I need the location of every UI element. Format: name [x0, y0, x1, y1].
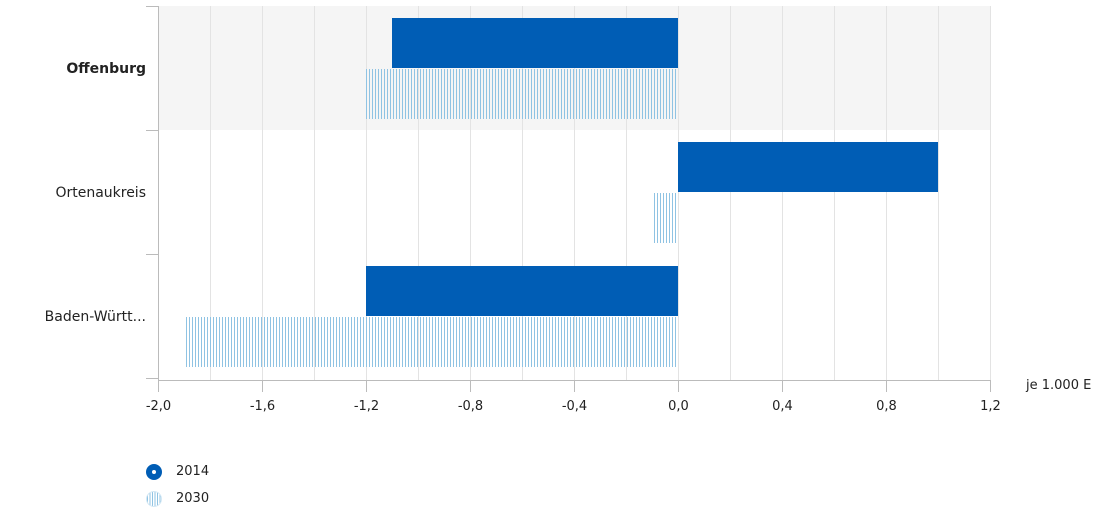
x-tick-label: 0,4	[772, 399, 793, 414]
x-tick-label: 0,0	[668, 399, 689, 414]
legend-label-2030: 2030	[176, 491, 210, 506]
legend-swatch-2030-icon	[146, 490, 162, 507]
x-tick-label: 0,8	[876, 399, 897, 414]
category-label-2: Ortenaukreis	[55, 185, 146, 201]
legend-item-2030[interactable]: 2030	[146, 485, 209, 512]
x-tick-label: 1,2	[980, 399, 1001, 414]
x-tick-label: -2,0	[146, 399, 171, 414]
bar-2014-3[interactable]	[366, 266, 678, 316]
legend: 2014 2030	[146, 458, 209, 512]
bar-2014-1[interactable]	[392, 18, 678, 68]
bar-chart: -2,0 -1,6 -1,2 -0,8 -0,4 0,0 0,4 0,8 1,2 je 1.000…	[45, 6, 1091, 414]
legend-item-2014[interactable]: 2014	[146, 458, 209, 485]
x-tick-label: -0,8	[458, 399, 483, 414]
category-label-3: Baden-Württ...	[45, 309, 146, 325]
legend-swatch-2014-icon	[146, 463, 162, 480]
legend-label-2014: 2014	[176, 464, 210, 479]
bar-2030-1[interactable]	[366, 69, 678, 119]
x-tick-label: -1,6	[250, 399, 275, 414]
x-tick-label: -1,2	[354, 399, 379, 414]
bar-2030-3[interactable]	[184, 317, 678, 367]
x-axis-label: je 1.000 E	[1025, 378, 1091, 393]
x-tick-label: -0,4	[562, 399, 587, 414]
category-label-1: Offenburg	[66, 61, 146, 77]
bar-2014-2[interactable]	[678, 142, 938, 192]
bar-2030-2[interactable]	[652, 193, 678, 243]
